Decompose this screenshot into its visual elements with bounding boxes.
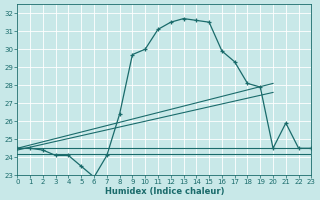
X-axis label: Humidex (Indice chaleur): Humidex (Indice chaleur): [105, 187, 224, 196]
